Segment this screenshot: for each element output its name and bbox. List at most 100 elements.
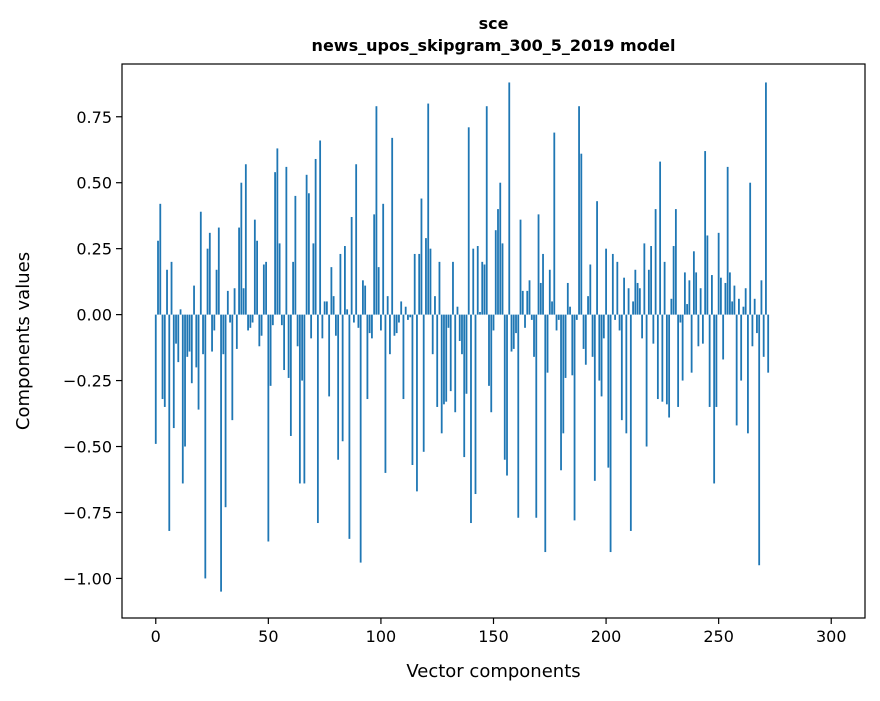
bar — [440, 314, 443, 434]
bar — [240, 182, 243, 315]
y-tick-label: 0.75 — [76, 108, 112, 127]
bar — [661, 314, 664, 402]
bar — [206, 248, 209, 315]
bar — [438, 261, 441, 315]
x-tick-label: 150 — [478, 627, 509, 646]
bar — [344, 246, 346, 315]
bar — [400, 301, 403, 315]
bar — [449, 314, 452, 392]
bar — [519, 219, 522, 315]
bar — [492, 314, 495, 331]
bar — [611, 253, 614, 315]
bar — [330, 267, 333, 315]
bar — [627, 288, 630, 315]
bar — [539, 282, 542, 315]
bar — [260, 314, 263, 336]
bar — [593, 314, 596, 481]
bar — [609, 314, 612, 553]
bar — [271, 314, 274, 326]
bar — [560, 314, 562, 471]
bar — [316, 314, 319, 524]
bar — [517, 314, 520, 518]
bar — [557, 314, 560, 320]
chart-title-line1: sce — [479, 14, 509, 33]
bar — [161, 314, 164, 400]
bar — [580, 153, 583, 315]
bar — [695, 272, 698, 315]
bar — [445, 314, 448, 402]
bar — [269, 314, 272, 386]
x-axis: 0 50 100 150 200 250 300 — [151, 618, 847, 646]
bar — [314, 158, 317, 315]
bar — [652, 314, 655, 344]
bar — [553, 132, 556, 315]
bar — [319, 140, 322, 315]
bar — [465, 314, 468, 394]
bar — [744, 288, 747, 315]
bar — [582, 314, 585, 349]
bar — [184, 314, 186, 447]
bar — [346, 309, 349, 315]
bar — [368, 314, 371, 334]
bar — [310, 314, 313, 339]
bar — [377, 267, 380, 315]
bar — [578, 106, 580, 315]
bar — [287, 314, 290, 378]
plot-area-frame — [121, 63, 866, 619]
bar — [524, 314, 526, 328]
bar — [380, 314, 382, 331]
bar — [413, 253, 416, 315]
bar — [249, 314, 252, 328]
bar — [731, 301, 734, 315]
bar — [510, 314, 513, 352]
bar — [204, 314, 207, 579]
bar — [497, 209, 499, 315]
bar — [508, 82, 511, 315]
bar — [267, 314, 270, 542]
bar — [253, 219, 256, 315]
bar — [654, 209, 657, 315]
bar — [452, 261, 454, 315]
bar — [488, 314, 490, 386]
bar — [431, 314, 434, 355]
bar — [681, 314, 684, 381]
bar — [339, 253, 342, 315]
bar — [332, 296, 335, 315]
bar — [213, 314, 216, 331]
bar — [175, 314, 177, 344]
bar — [665, 314, 668, 405]
bar — [427, 103, 430, 315]
bar — [303, 314, 306, 484]
bar — [697, 314, 700, 347]
bar — [391, 137, 394, 315]
bar — [422, 314, 425, 452]
bar — [256, 240, 258, 315]
y-tick-label: 0.00 — [76, 306, 112, 325]
bar — [659, 161, 662, 315]
bar — [688, 280, 691, 315]
bar — [740, 314, 743, 381]
bar — [641, 314, 643, 339]
bar — [708, 314, 711, 407]
bar — [528, 280, 531, 315]
x-tick-label: 100 — [366, 627, 397, 646]
bar — [231, 314, 234, 421]
bar — [616, 261, 619, 315]
bar — [170, 261, 173, 315]
y-tick-label: −1.00 — [63, 569, 112, 588]
bar — [526, 290, 529, 315]
bar — [521, 290, 524, 315]
bar — [186, 314, 189, 357]
bar — [202, 314, 204, 355]
bar — [566, 282, 569, 315]
bar — [472, 248, 475, 315]
bar — [589, 264, 592, 315]
bar — [258, 314, 261, 347]
bar — [605, 248, 607, 315]
bar — [458, 314, 461, 341]
bar — [674, 209, 677, 315]
bar — [494, 230, 497, 315]
bar — [447, 314, 450, 328]
bar — [751, 314, 754, 347]
